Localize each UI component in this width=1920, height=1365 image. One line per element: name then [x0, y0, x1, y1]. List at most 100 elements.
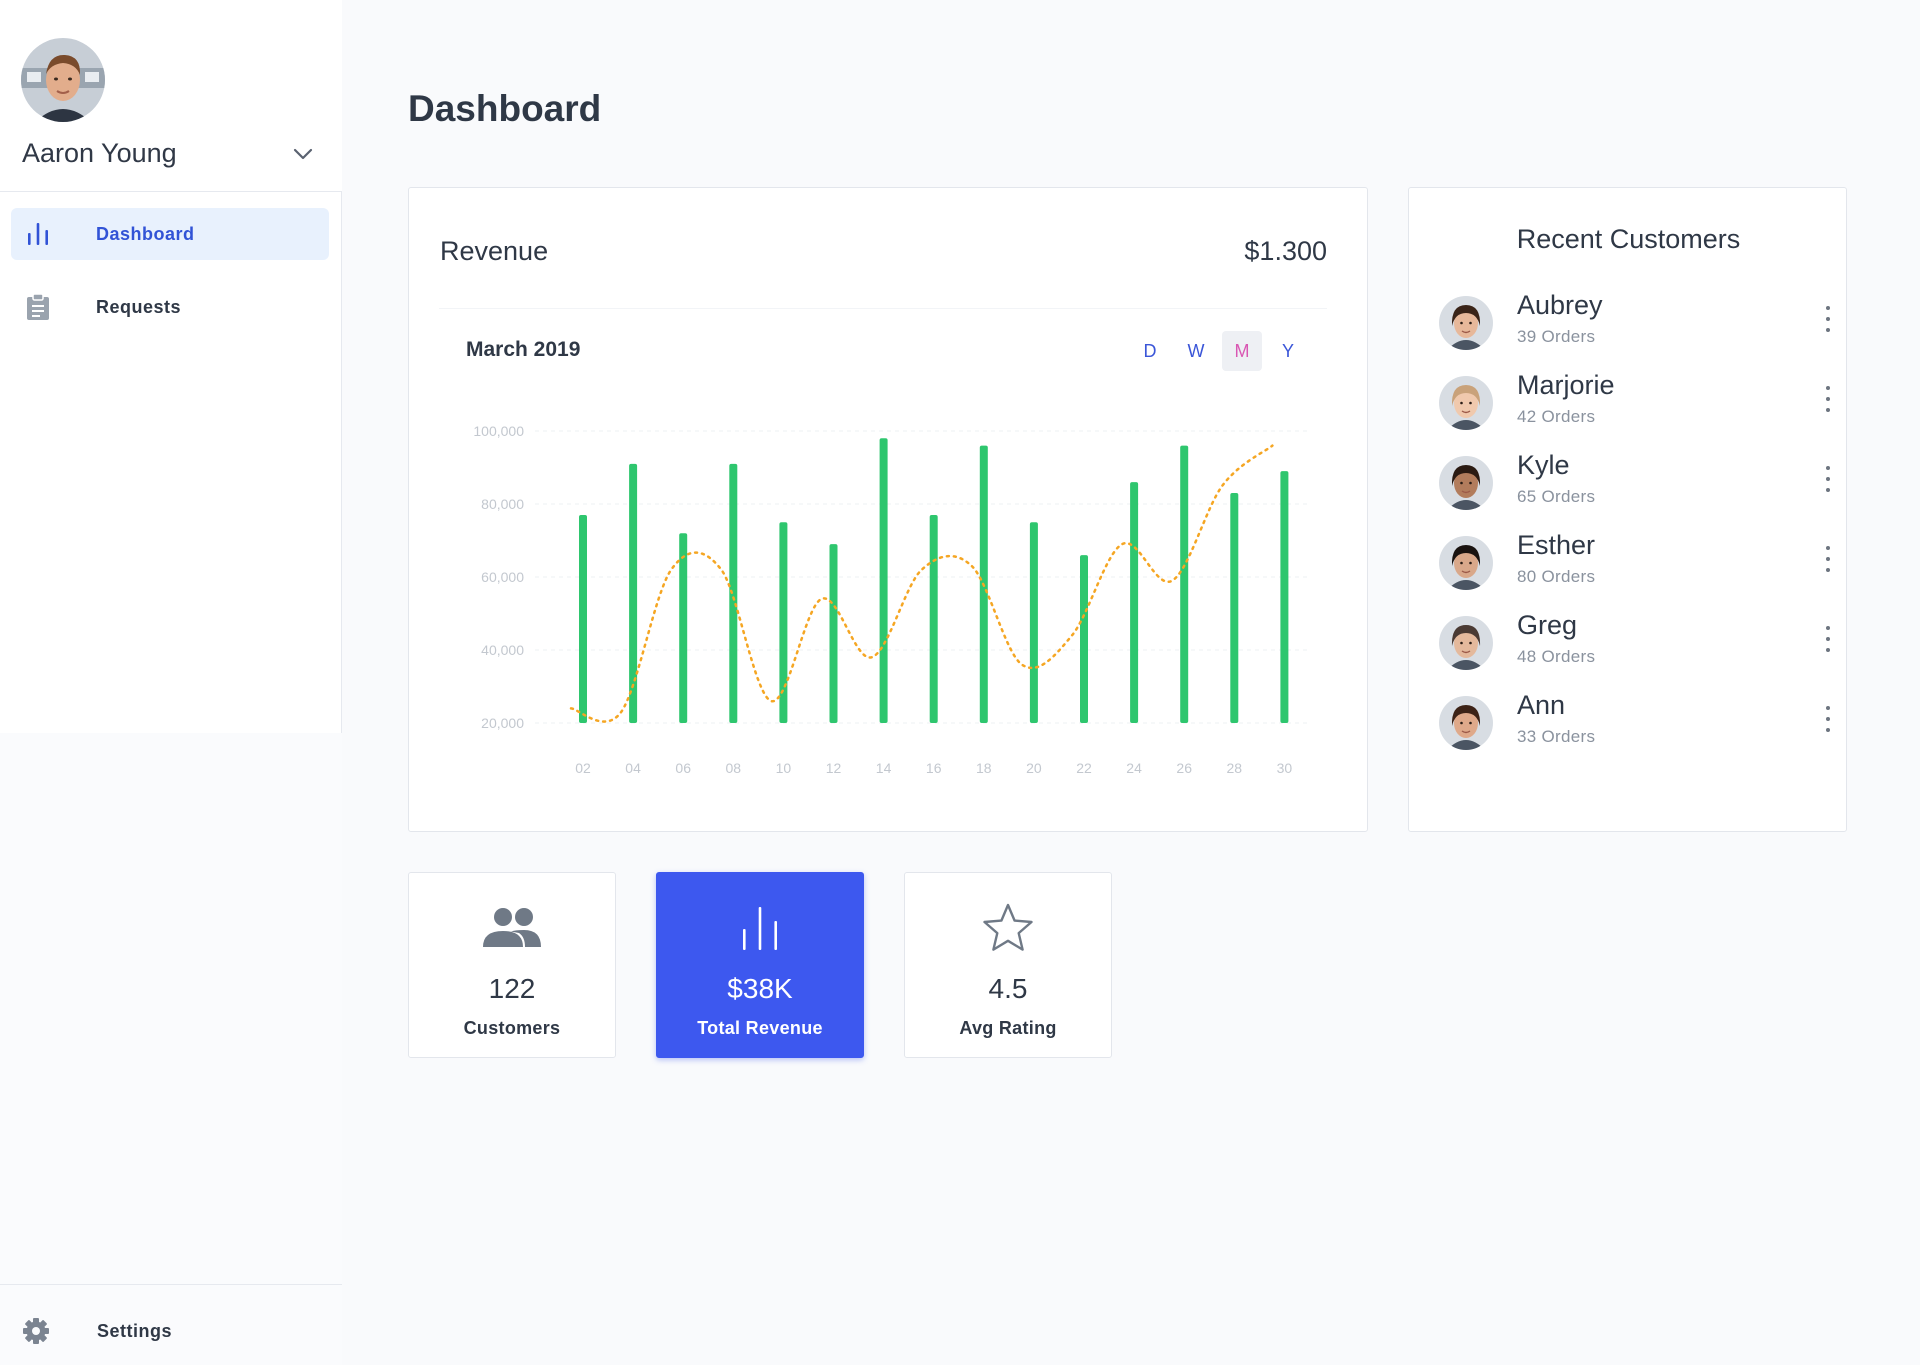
users-icon [409, 903, 615, 953]
stat-label: Total Revenue [697, 1018, 823, 1038]
chart-bar[interactable] [1130, 482, 1139, 723]
x-tick-label: 06 [675, 760, 691, 776]
chart-bar[interactable] [1029, 522, 1038, 723]
bar-chart-icon [25, 221, 51, 247]
page-title: Dashboard [408, 88, 602, 129]
customer-name: Aubrey [1517, 290, 1603, 320]
stat-card-customers[interactable]: 122 Customers [408, 872, 616, 1058]
sidebar-item-label: Settings [97, 1321, 173, 1341]
customer-name: Marjorie [1517, 370, 1615, 400]
stat-label: Avg Rating [959, 1018, 1057, 1038]
x-tick-label: 14 [876, 760, 892, 776]
sidebar-item-requests[interactable]: Requests [11, 281, 329, 333]
stat-value: 4.5 [988, 973, 1028, 1004]
y-tick-label: 100,000 [473, 423, 524, 439]
more-vertical-icon[interactable] [1821, 466, 1835, 492]
revenue-card: Revenue $1.300 March 2019 D W M Y 100,00… [408, 187, 1368, 832]
x-tick-label: 22 [1076, 760, 1092, 776]
x-tick-label: 10 [776, 760, 792, 776]
user-name: Aaron Young [22, 138, 177, 168]
customer-orders: 39 Orders [1517, 327, 1596, 346]
avatar [1439, 296, 1493, 350]
chart-bar[interactable] [729, 463, 738, 723]
gear-icon [22, 1317, 50, 1345]
chart-bar[interactable] [929, 514, 938, 723]
chart-bar[interactable] [779, 522, 788, 723]
chart-bar[interactable] [1280, 471, 1289, 723]
user-avatar[interactable] [21, 38, 105, 122]
star-icon [905, 903, 1111, 953]
sidebar-item-label: Dashboard [96, 224, 195, 244]
avatar [1439, 536, 1493, 590]
customer-row[interactable]: Kyle 65 Orders [1409, 450, 1848, 520]
chart-period-label: March 2019 [466, 338, 581, 361]
range-tab-month[interactable]: M [1222, 331, 1262, 371]
x-tick-label: 16 [926, 760, 942, 776]
customer-name: Ann [1517, 690, 1566, 720]
revenue-total: $1.300 [1244, 236, 1327, 266]
more-vertical-icon[interactable] [1821, 626, 1835, 652]
chart-bar[interactable] [879, 438, 888, 723]
stat-label: Customers [463, 1018, 561, 1038]
divider [439, 308, 1327, 309]
customer-name: Kyle [1517, 450, 1570, 480]
chart-bar[interactable] [629, 463, 638, 723]
range-tab-day[interactable]: D [1143, 340, 1157, 361]
x-tick-label: 04 [625, 760, 641, 776]
customer-row[interactable]: Aubrey 39 Orders [1409, 290, 1848, 360]
stat-card-avg-rating[interactable]: 4.5 Avg Rating [904, 872, 1112, 1058]
customer-row[interactable]: Greg 48 Orders [1409, 610, 1848, 680]
chart-bar[interactable] [1180, 445, 1189, 723]
customer-orders: 33 Orders [1517, 727, 1596, 746]
stat-card-total-revenue[interactable]: $38K Total Revenue [656, 872, 864, 1058]
sidebar-item-dashboard[interactable]: Dashboard [11, 208, 329, 260]
chevron-down-icon [293, 148, 313, 160]
avatar [1439, 696, 1493, 750]
more-vertical-icon[interactable] [1821, 706, 1835, 732]
customer-name: Greg [1517, 610, 1578, 640]
x-tick-label: 08 [726, 760, 742, 776]
clipboard-icon [25, 293, 51, 320]
x-tick-label: 24 [1126, 760, 1142, 776]
customer-row[interactable]: Ann 33 Orders [1409, 690, 1848, 760]
y-tick-label: 80,000 [481, 496, 524, 512]
sidebar-item-label: Requests [96, 297, 182, 317]
more-vertical-icon[interactable] [1821, 306, 1835, 332]
x-tick-label: 12 [826, 760, 842, 776]
more-vertical-icon[interactable] [1821, 386, 1835, 412]
recent-customers-title: Recent Customers [1516, 224, 1741, 254]
sidebar-footer: Settings [0, 1284, 342, 1365]
x-tick-label: 18 [976, 760, 992, 776]
x-tick-label: 28 [1227, 760, 1243, 776]
customer-name: Esther [1517, 530, 1596, 560]
sidebar: Aaron Young Dashboard Requests [0, 0, 342, 1365]
chart-bar[interactable] [679, 533, 688, 723]
sidebar-background [0, 733, 342, 1365]
customer-orders: 80 Orders [1517, 567, 1596, 586]
recent-customers-card: Recent Customers Aubrey 39 Orders Marjorie… [1408, 187, 1847, 832]
range-tab-year[interactable]: Y [1281, 340, 1294, 361]
y-tick-label: 40,000 [481, 642, 524, 658]
chart-bar[interactable] [579, 514, 587, 723]
avatar [1439, 616, 1493, 670]
chart-bar[interactable] [1230, 493, 1239, 723]
range-tab-week[interactable]: W [1187, 340, 1205, 361]
stat-value: $38K [727, 973, 793, 1004]
profile-dropdown-toggle[interactable] [288, 142, 318, 166]
sidebar-item-settings[interactable]: Settings [22, 1313, 322, 1349]
revenue-title: Revenue [440, 236, 549, 266]
revenue-chart: 100,000 80,000 60,000 40,000 20,000 02 04 06 08 1… [473, 423, 1309, 776]
trend-line [569, 444, 1274, 723]
y-tick-label: 60,000 [481, 569, 524, 585]
more-vertical-icon[interactable] [1821, 546, 1835, 572]
chart-bar[interactable] [1080, 555, 1088, 723]
customer-row[interactable]: Esther 80 Orders [1409, 530, 1848, 600]
profile-section: Aaron Young [0, 0, 342, 192]
bar-chart-icon [657, 903, 863, 953]
chart-bar[interactable] [829, 544, 838, 723]
x-tick-label: 26 [1176, 760, 1192, 776]
x-tick-label: 20 [1026, 760, 1042, 776]
avatar [1439, 456, 1493, 510]
customer-row[interactable]: Marjorie 42 Orders [1409, 370, 1848, 440]
customer-orders: 48 Orders [1517, 647, 1596, 666]
